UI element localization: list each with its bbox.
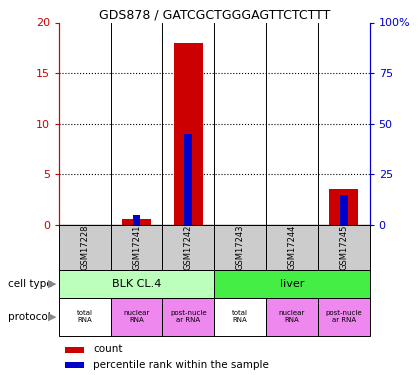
- Bar: [59, 225, 110, 270]
- Text: GSM17242: GSM17242: [184, 225, 193, 270]
- Bar: [163, 225, 214, 270]
- Bar: [340, 195, 348, 225]
- Bar: [59, 270, 214, 298]
- Text: cell type: cell type: [8, 279, 53, 289]
- Bar: [184, 134, 192, 225]
- Bar: [329, 189, 358, 225]
- Text: post-nucle
ar RNA: post-nucle ar RNA: [326, 310, 362, 323]
- Text: nuclear
RNA: nuclear RNA: [123, 310, 150, 323]
- Text: GSM17245: GSM17245: [339, 225, 348, 270]
- Text: post-nucle
ar RNA: post-nucle ar RNA: [170, 310, 207, 323]
- Bar: [214, 225, 266, 270]
- Text: total
RNA: total RNA: [77, 310, 93, 323]
- Text: ▶: ▶: [48, 279, 57, 289]
- Text: GSM17241: GSM17241: [132, 225, 141, 270]
- Bar: [59, 298, 110, 336]
- Title: GDS878 / GATCGCTGGGAGTTCTCTTT: GDS878 / GATCGCTGGGAGTTCTCTTT: [99, 8, 330, 21]
- Text: BLK CL.4: BLK CL.4: [112, 279, 161, 289]
- Bar: [110, 298, 163, 336]
- Bar: [65, 362, 84, 368]
- Bar: [318, 298, 370, 336]
- Bar: [110, 225, 163, 270]
- Text: count: count: [93, 344, 123, 354]
- Text: GSM17243: GSM17243: [236, 225, 244, 270]
- Text: total
RNA: total RNA: [232, 310, 248, 323]
- Bar: [65, 347, 84, 352]
- Text: liver: liver: [280, 279, 304, 289]
- Bar: [122, 219, 151, 225]
- Text: nuclear
RNA: nuclear RNA: [279, 310, 305, 323]
- Bar: [174, 43, 202, 225]
- Text: percentile rank within the sample: percentile rank within the sample: [93, 360, 269, 369]
- Bar: [266, 225, 318, 270]
- Text: ▶: ▶: [48, 312, 57, 322]
- Bar: [163, 298, 214, 336]
- Text: GSM17228: GSM17228: [80, 225, 89, 270]
- Bar: [214, 270, 370, 298]
- Bar: [266, 298, 318, 336]
- Text: GSM17244: GSM17244: [287, 225, 297, 270]
- Bar: [318, 225, 370, 270]
- Bar: [133, 215, 140, 225]
- Bar: [214, 298, 266, 336]
- Text: protocol: protocol: [8, 312, 51, 322]
